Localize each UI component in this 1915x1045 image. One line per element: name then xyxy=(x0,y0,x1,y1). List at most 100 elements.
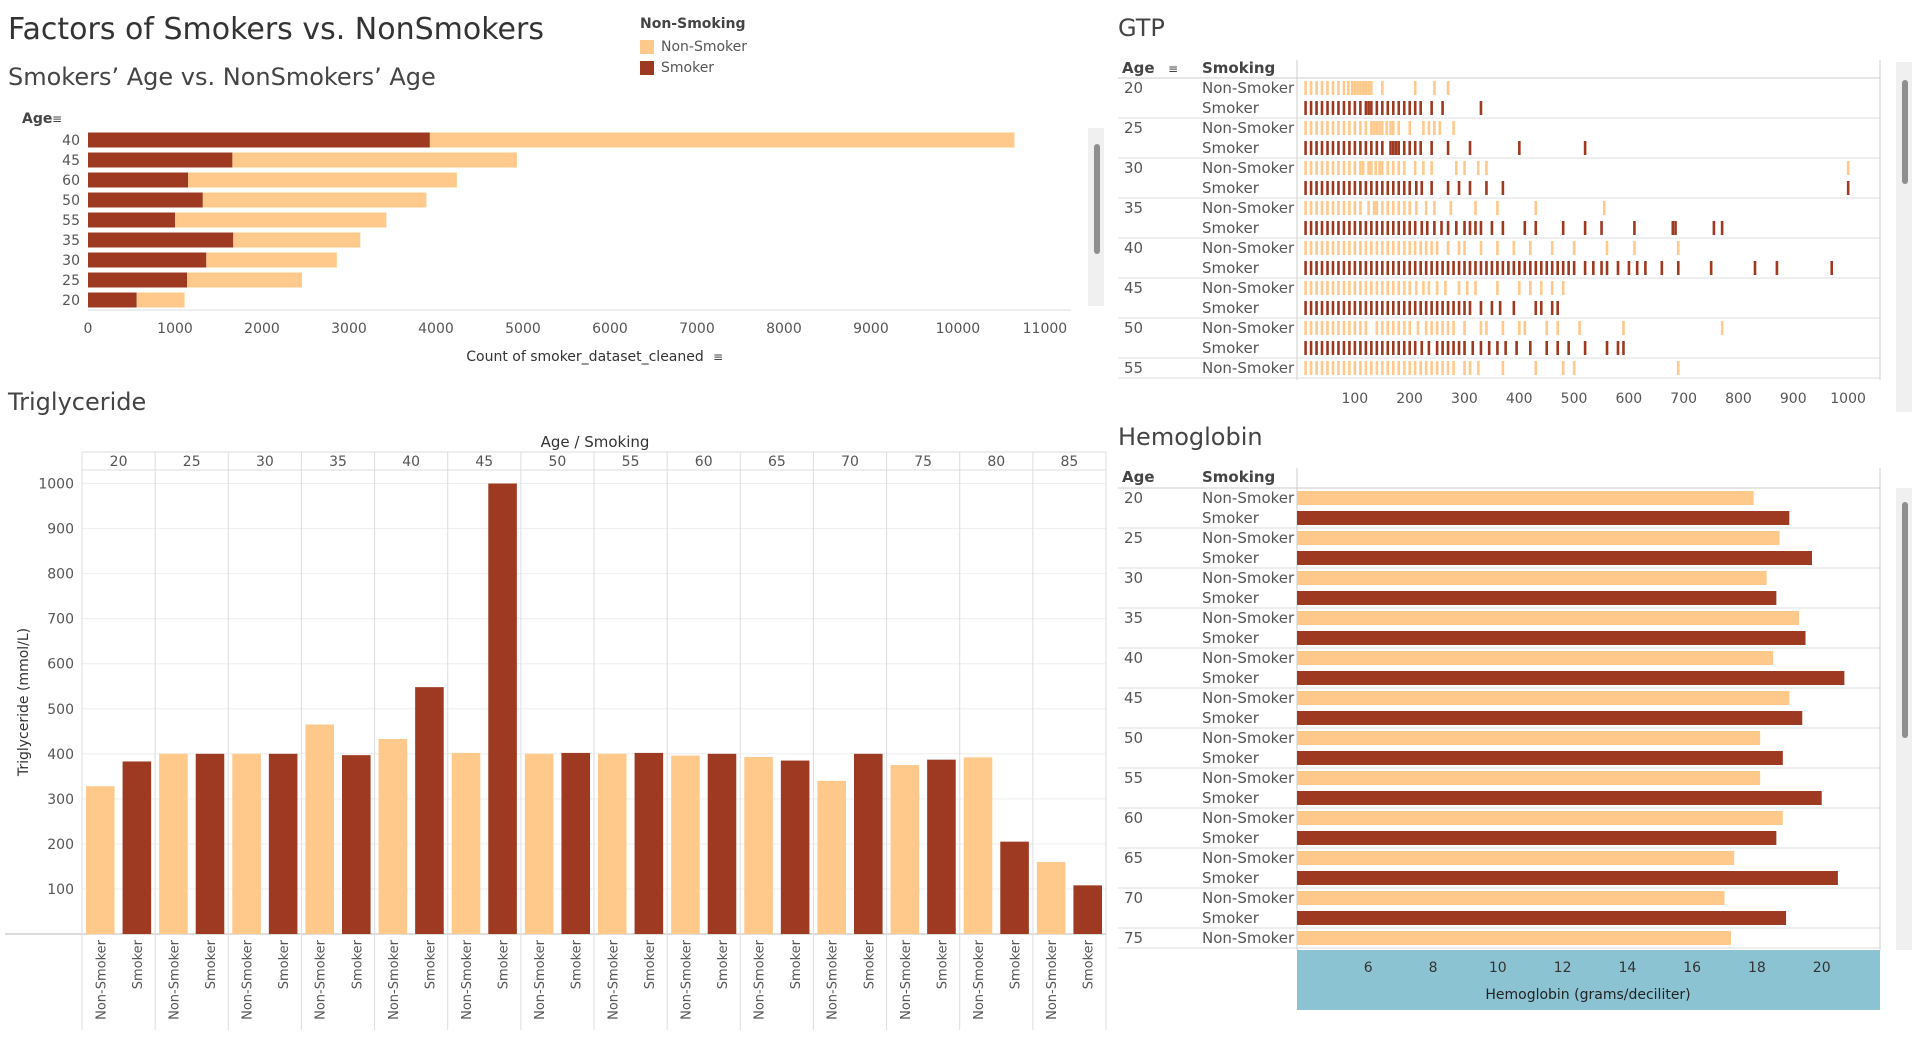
hemo-row-age: 65 xyxy=(1124,849,1143,867)
gtp-tick-mark xyxy=(1446,81,1450,95)
hemo-row-smoking: Non-Smoker xyxy=(1202,889,1295,907)
legend-item-smoker[interactable]: Smoker xyxy=(640,57,747,78)
gtp-tick-mark xyxy=(1498,301,1502,315)
gtp-tick-mark xyxy=(1413,301,1417,315)
gtp-tick-mark xyxy=(1397,121,1401,135)
gtp-tick-mark xyxy=(1452,321,1455,335)
age-tick-label: 55 xyxy=(62,213,80,229)
age-chart-scrollbar[interactable] xyxy=(1088,128,1104,306)
gtp-tick-mark xyxy=(1523,321,1527,335)
gtp-tick-mark xyxy=(1468,141,1472,155)
gtp-tick-mark xyxy=(1425,221,1429,235)
gtp-tick-mark xyxy=(1602,201,1606,215)
trig-sub-label: Non-Smoker xyxy=(460,939,475,1020)
gtp-tick-mark xyxy=(1476,161,1480,175)
gtp-tick-mark xyxy=(1391,281,1395,295)
trig-y-tick: 600 xyxy=(47,657,74,673)
gtp-tick-mark xyxy=(1320,301,1324,315)
trig-bar-smoker xyxy=(780,760,810,934)
legend-item-non-smoker[interactable]: Non-Smoker xyxy=(640,36,747,57)
gtp-tick-mark xyxy=(1370,301,1373,315)
gtp-tick-mark xyxy=(1413,101,1417,115)
gtp-tick-mark xyxy=(1359,101,1362,115)
hemo-x-tick: 6 xyxy=(1364,960,1373,976)
gtp-tick-mark xyxy=(1381,101,1384,115)
trig-group-label: 65 xyxy=(768,454,786,470)
gtp-tick-mark xyxy=(1367,201,1370,215)
gtp-tick-mark xyxy=(1337,261,1340,275)
gtp-tick-mark xyxy=(1627,261,1631,275)
trig-bar-smoker xyxy=(707,753,737,934)
gtp-tick-mark xyxy=(1419,261,1422,275)
hemo-chart-scrollbar[interactable] xyxy=(1896,488,1912,950)
gtp-tick-mark xyxy=(1479,241,1483,255)
gtp-tick-mark xyxy=(1386,321,1390,335)
gtp-tick-mark xyxy=(1353,121,1357,135)
gtp-tick-mark xyxy=(1315,261,1318,275)
gtp-tick-mark xyxy=(1402,241,1406,255)
gtp-chart-scrollbar[interactable] xyxy=(1896,62,1912,412)
hemo-chart-scroll-thumb[interactable] xyxy=(1902,502,1908,738)
gtp-tick-mark xyxy=(1391,161,1395,175)
age-chart-scroll-thumb[interactable] xyxy=(1094,144,1100,254)
gtp-tick-mark xyxy=(1320,141,1324,155)
gtp-tick-mark xyxy=(1468,181,1472,195)
gtp-tick-mark xyxy=(1408,181,1412,195)
gtp-tick-mark xyxy=(1468,221,1472,235)
hemo-axis-highlight xyxy=(1297,950,1880,1010)
hemo-row-age: 40 xyxy=(1124,649,1143,667)
gtp-tick-mark xyxy=(1326,221,1329,235)
gtp-tick-mark xyxy=(1512,301,1516,315)
gtp-tick-mark xyxy=(1342,161,1346,175)
gtp-tick-mark xyxy=(1720,221,1724,235)
trig-group-label: 30 xyxy=(256,454,274,470)
gtp-row-age: 40 xyxy=(1124,239,1143,257)
age-x-tick: 4000 xyxy=(418,321,454,337)
gtp-tick-mark xyxy=(1572,261,1576,275)
trig-bar-smoker xyxy=(854,753,883,934)
gtp-tick-mark xyxy=(1463,241,1466,255)
gtp-tick-mark xyxy=(1463,341,1466,355)
gtp-tick-mark xyxy=(1422,121,1425,135)
hemo-row-smoking: Non-Smoker xyxy=(1202,569,1295,587)
gtp-tick-mark xyxy=(1416,321,1420,335)
age-bar-non-smoker xyxy=(202,192,427,208)
gtp-chart-scroll-thumb[interactable] xyxy=(1902,80,1908,184)
gtp-tick-mark xyxy=(1348,141,1351,155)
gtp-tick-mark xyxy=(1452,301,1455,315)
gtp-tick-mark xyxy=(1342,101,1346,115)
age-bar-non-smoker xyxy=(174,212,387,228)
gtp-tick-mark xyxy=(1408,101,1412,115)
gtp-tick-mark xyxy=(1304,101,1307,115)
gtp-tick-mark xyxy=(1359,301,1362,315)
hemo-row-smoking: Non-Smoker xyxy=(1202,769,1295,787)
trig-group-label: 80 xyxy=(987,454,1005,470)
gtp-x-tick: 200 xyxy=(1396,391,1423,407)
gtp-tick-mark xyxy=(1364,281,1368,295)
gtp-tick-mark xyxy=(1331,361,1335,375)
hemo-x-tick: 18 xyxy=(1748,960,1766,976)
gtp-tick-mark xyxy=(1309,101,1313,115)
color-legend[interactable]: Non-Smoking Non-Smoker Smoker xyxy=(640,16,747,78)
trig-sub-label: Non-Smoker xyxy=(972,939,987,1020)
gtp-tick-mark xyxy=(1391,121,1395,135)
gtp-tick-mark xyxy=(1315,241,1318,255)
gtp-tick-mark xyxy=(1331,121,1335,135)
gtp-tick-mark xyxy=(1309,141,1313,155)
gtp-tick-mark xyxy=(1676,261,1680,275)
age-tick-label: 35 xyxy=(62,233,80,249)
dashboard-title: Factors of Smokers vs. NonSmokers xyxy=(8,12,544,47)
gtp-tick-mark xyxy=(1402,101,1406,115)
gtp-tick-mark xyxy=(1408,201,1412,215)
gtp-tick-mark xyxy=(1578,321,1581,335)
gtp-tick-mark xyxy=(1419,101,1422,115)
trig-bar-non-smoker xyxy=(378,738,408,934)
trig-bar-non-smoker xyxy=(890,765,920,934)
trig-bar-non-smoker xyxy=(598,753,627,934)
gtp-tick-mark xyxy=(1561,281,1565,295)
gtp-tick-mark xyxy=(1433,121,1436,135)
